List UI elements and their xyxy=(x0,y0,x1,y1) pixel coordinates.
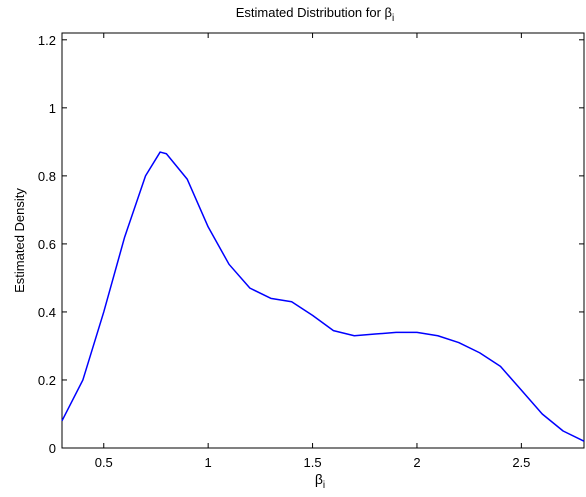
y-tick-label: 1.2 xyxy=(38,33,56,48)
x-tick-label: 1.5 xyxy=(304,455,322,470)
x-label-sub: i xyxy=(323,480,325,491)
y-tick-label: 0.6 xyxy=(38,237,56,252)
y-tick-label: 0.4 xyxy=(38,305,56,320)
y-tick-label: 0.2 xyxy=(38,373,56,388)
title-sub: i xyxy=(392,13,394,24)
x-label-main: β xyxy=(315,471,323,487)
title-main: Estimated Distribution for β xyxy=(236,5,392,20)
x-tick-label: 0.5 xyxy=(95,455,113,470)
x-axis-label: βi xyxy=(315,471,325,491)
y-tick-label: 1 xyxy=(49,101,56,116)
y-tick-label: 0.8 xyxy=(38,169,56,184)
y-tick-label: 0 xyxy=(49,441,56,456)
y-axis-label: Estimated Density xyxy=(12,188,27,293)
density-line xyxy=(61,151,585,442)
x-tick-label: 2.5 xyxy=(512,455,530,470)
x-tick-label: 1 xyxy=(205,455,212,470)
x-tick-label: 2 xyxy=(413,455,420,470)
chart-title: Estimated Distribution for βi xyxy=(236,5,395,24)
axes-box xyxy=(61,32,585,449)
